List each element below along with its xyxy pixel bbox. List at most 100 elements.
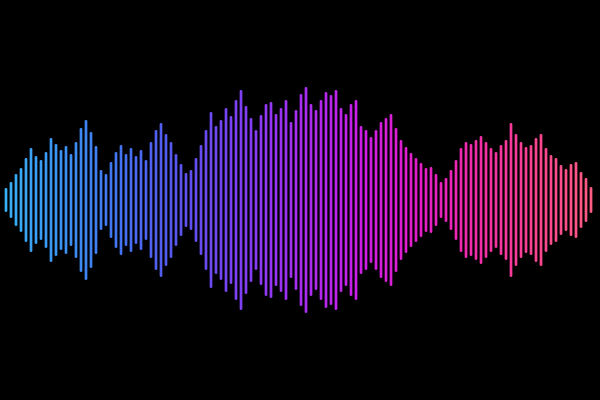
waveform-bar [359, 126, 363, 274]
waveform-bar [214, 126, 218, 274]
waveform-bar [219, 120, 223, 280]
waveform-bar [264, 104, 268, 296]
waveform-bar [249, 118, 253, 282]
waveform-bar [504, 140, 508, 260]
waveform-bar [239, 90, 243, 310]
waveform-bar [314, 110, 318, 290]
waveform-bar [539, 134, 543, 266]
waveform-bar [84, 120, 88, 280]
waveform-bar [284, 100, 288, 300]
waveform-bar [49, 138, 53, 262]
waveform-bar [24, 158, 28, 242]
waveform-bar [194, 158, 198, 242]
waveform-bar [139, 150, 143, 250]
waveform-bar [549, 155, 553, 245]
waveform-bar [559, 165, 563, 235]
waveform-bar [514, 134, 518, 266]
waveform-bar [254, 130, 258, 270]
waveform-bar [69, 154, 73, 246]
waveform-bar [189, 170, 193, 230]
waveform-bar [474, 140, 478, 260]
waveform-bar [199, 145, 203, 255]
waveform-bar [454, 160, 458, 240]
waveform-bar [544, 148, 548, 252]
waveform-bar [484, 142, 488, 258]
waveform-bar [414, 158, 418, 242]
waveform-bar [124, 154, 128, 246]
waveform-bar [64, 146, 68, 254]
waveform-bar [424, 168, 428, 232]
waveform-bar [204, 130, 208, 270]
waveform-bar [164, 134, 168, 266]
waveform-bar [19, 168, 23, 232]
waveform-bar [44, 152, 48, 248]
waveform-bar [9, 182, 13, 218]
waveform-bar [449, 170, 453, 230]
waveform-bar [74, 142, 78, 258]
waveform-bar [119, 145, 123, 255]
waveform-bar [369, 137, 373, 263]
waveform-bar [464, 142, 468, 258]
waveform-bar [294, 110, 298, 290]
waveform-bar [499, 145, 503, 255]
waveform-bar [489, 148, 493, 252]
waveform-bar [99, 170, 103, 230]
waveform-bar [209, 112, 213, 288]
waveform-bar [379, 122, 383, 278]
waveform-bars-group [4, 87, 593, 313]
waveform-bar [184, 173, 188, 227]
waveform-bar [229, 116, 233, 284]
waveform-bar [4, 188, 8, 212]
waveform-bar [429, 167, 433, 233]
waveform-bar [519, 142, 523, 258]
waveform-bar [404, 147, 408, 253]
waveform-bar [509, 123, 513, 277]
waveform-bar [384, 118, 388, 282]
waveform-bar [569, 164, 573, 236]
waveform-bar [444, 178, 448, 222]
waveform-bar [174, 154, 178, 246]
waveform-bar [59, 150, 63, 250]
waveform-bar [244, 106, 248, 294]
waveform-bar [579, 172, 583, 228]
waveform-bar [354, 100, 358, 300]
waveform-bar [399, 140, 403, 260]
waveform-bar [169, 142, 173, 258]
waveform-bar [324, 92, 328, 308]
waveform-bar [274, 114, 278, 286]
waveform-bar [364, 130, 368, 270]
waveform-bar [304, 87, 308, 313]
waveform-bar [259, 115, 263, 285]
waveform-bar [389, 114, 393, 286]
waveform-bar [434, 174, 438, 226]
waveform-bar [409, 153, 413, 247]
waveform-bar [34, 156, 38, 244]
waveform-bar [564, 169, 568, 231]
waveform-bar [419, 163, 423, 237]
waveform-bar [589, 187, 593, 213]
waveform-bar [154, 130, 158, 270]
waveform-bar [89, 132, 93, 268]
waveform-bar [94, 146, 98, 254]
waveform-bar [309, 104, 313, 296]
waveform-bar [574, 162, 578, 238]
waveform-bar [554, 158, 558, 242]
waveform-bar [319, 100, 323, 300]
waveform-bar [39, 160, 43, 240]
waveform-bar [584, 178, 588, 222]
waveform-bar [334, 90, 338, 310]
waveform-bar [159, 123, 163, 277]
waveform-bar [289, 122, 293, 278]
waveform-bar [374, 130, 378, 270]
waveform-bar [299, 94, 303, 306]
waveform-bar [534, 138, 538, 262]
waveform-bar [479, 136, 483, 264]
waveform-bar [79, 128, 83, 272]
waveform-bar [224, 108, 228, 292]
waveform-bar [114, 152, 118, 248]
waveform-bar [459, 148, 463, 252]
waveform-bar [104, 174, 108, 226]
waveform-bar [469, 144, 473, 256]
